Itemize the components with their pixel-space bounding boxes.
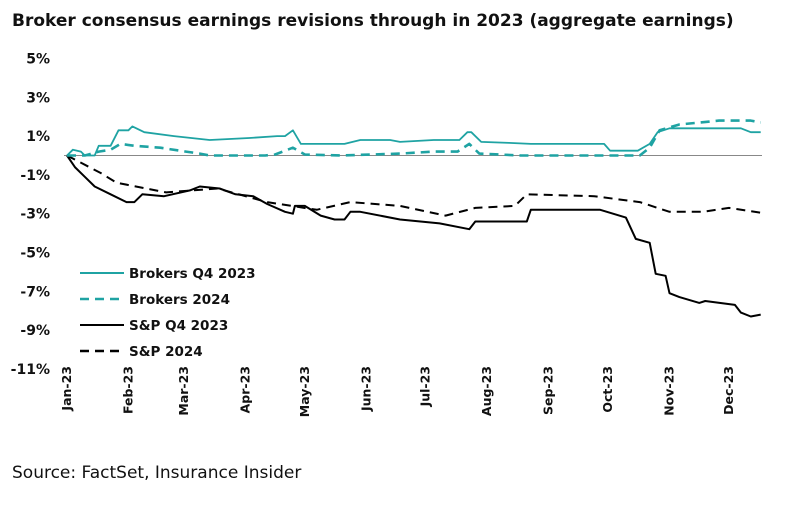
- x-axis: Jan-23 Feb-23 Mar-23 Apr-23 May-23 Jun-23 Jul-…: [59, 366, 736, 417]
- series-line-brokers-2024: [67, 119, 761, 157]
- series-line-s-p-q4-2023: [66, 154, 761, 318]
- y-tick-label: 5%: [26, 52, 50, 68]
- legend-label: Brokers Q4 2023: [129, 266, 256, 282]
- x-tick-label: Dec-23: [721, 366, 736, 415]
- x-tick-label: Apr-23: [237, 366, 252, 413]
- y-tick-label: -1%: [20, 168, 50, 184]
- x-tick-label: Feb-23: [120, 366, 135, 414]
- x-tick-label: Jan-23: [59, 366, 74, 412]
- y-tick-label: -3%: [20, 207, 50, 223]
- legend-label: S&P Q4 2023: [129, 318, 228, 334]
- y-tick-label: 1%: [26, 129, 50, 145]
- x-tick-label: Nov-23: [662, 366, 677, 416]
- x-tick-label: Jun-23: [358, 366, 373, 412]
- y-tick-label: -7%: [20, 284, 50, 300]
- y-tick-label: 3%: [26, 90, 50, 106]
- y-tick-label: -11%: [11, 362, 50, 378]
- x-tick-label: Aug-23: [479, 366, 494, 416]
- series-line-s-p-2024: [66, 154, 761, 217]
- legend-label: Brokers 2024: [129, 292, 230, 308]
- legend-label: S&P 2024: [129, 344, 203, 360]
- x-tick-label: May-23: [297, 366, 312, 417]
- y-axis: 5% 3% 1% -1% -3% -5% -7% -9% -11%: [11, 52, 50, 378]
- y-tick-label: -9%: [20, 323, 50, 339]
- series-line-brokers-q4-2023: [66, 125, 761, 157]
- source-note: Source: FactSet, Insurance Insider: [12, 463, 301, 483]
- legend: Brokers Q4 2023 Brokers 2024 S&P Q4 2023 S&…: [80, 266, 256, 360]
- series-group: [66, 119, 761, 318]
- x-tick-label: Mar-23: [176, 366, 191, 416]
- chart-title: Broker consensus earnings revisions thro…: [12, 11, 734, 31]
- x-tick-label: Jul-23: [418, 366, 433, 407]
- x-tick-label: Oct-23: [600, 366, 615, 413]
- x-tick-label: Sep-23: [541, 366, 556, 415]
- y-tick-label: -5%: [20, 246, 50, 262]
